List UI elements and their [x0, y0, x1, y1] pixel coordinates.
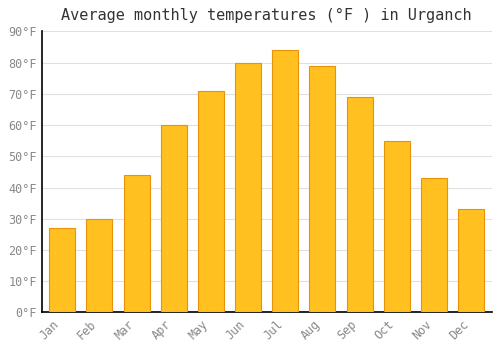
- Bar: [235, 63, 261, 313]
- Bar: [458, 209, 484, 313]
- Bar: [421, 178, 447, 313]
- Bar: [310, 66, 336, 313]
- Bar: [198, 91, 224, 313]
- Bar: [346, 97, 372, 313]
- Bar: [384, 141, 410, 313]
- Bar: [272, 50, 298, 313]
- Bar: [86, 219, 113, 313]
- Bar: [124, 175, 150, 313]
- Title: Average monthly temperatures (°F ) in Urganch: Average monthly temperatures (°F ) in Ur…: [62, 8, 472, 23]
- Bar: [49, 228, 75, 313]
- Bar: [160, 125, 186, 313]
